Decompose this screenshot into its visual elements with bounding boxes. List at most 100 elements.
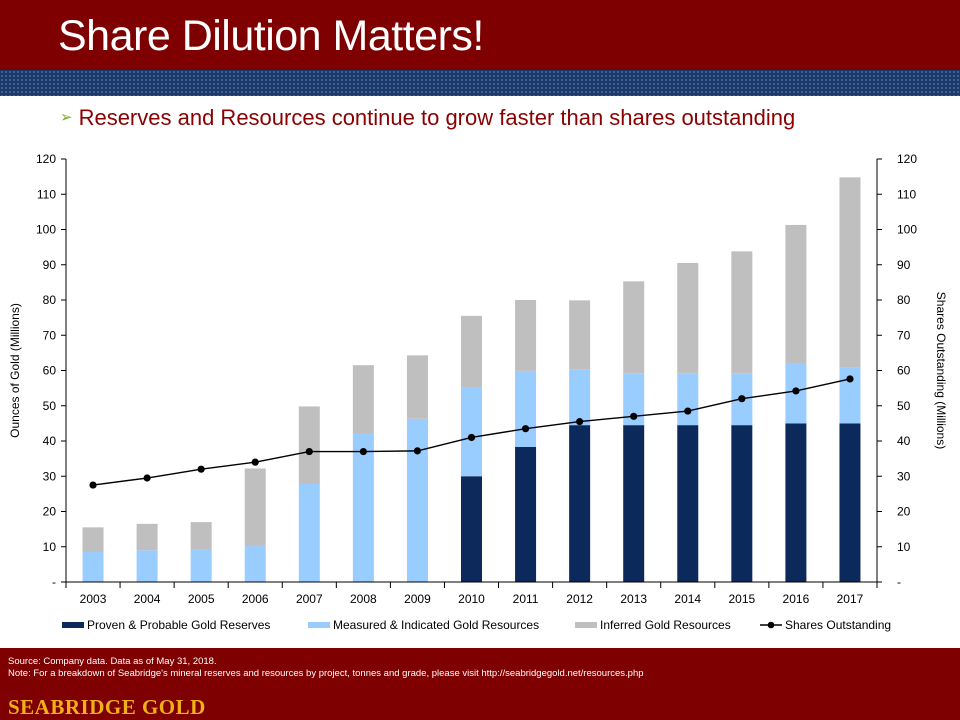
bar-segment <box>623 373 645 426</box>
left-y-tick-label: - <box>52 575 56 589</box>
x-tick-label: 2017 <box>837 592 864 606</box>
left-y-axis-title: Ounces of Gold (Millions) <box>8 303 22 438</box>
right-y-tick-label: 110 <box>897 187 916 201</box>
bar-segment <box>406 355 428 419</box>
bar-segment <box>190 522 212 550</box>
bar-segment <box>461 315 482 388</box>
legend-marker <box>767 621 775 629</box>
gold-resources-chart: - - 10 10 20 20 30 30 40 40 50 50 60 60 70 70 80 80 90 90 10… <box>8 152 948 632</box>
header-pattern-band <box>0 70 960 96</box>
left-y-tick-label: 10 <box>43 540 57 554</box>
bar-segment <box>515 370 537 447</box>
left-y-tick-label: 110 <box>37 187 56 201</box>
bar-segment <box>136 523 158 551</box>
bar-segment <box>677 262 699 374</box>
shares-outstanding-point <box>684 407 692 415</box>
legend-swatch <box>308 622 330 628</box>
bar-segment <box>569 369 591 426</box>
right-y-tick-label: - <box>897 575 901 589</box>
right-y-tick-label: 80 <box>897 293 911 307</box>
footer-bar: Source: Company data. Data as of May 31,… <box>0 648 960 720</box>
x-tick-label: 2012 <box>566 592 593 606</box>
shares-outstanding-point <box>305 447 313 456</box>
x-tick-label: 2008 <box>350 592 377 606</box>
legend-label: Shares Outstanding <box>785 618 891 632</box>
right-y-tick-label: 30 <box>897 469 911 483</box>
bar-segment <box>352 433 374 582</box>
left-y-tick-label: 20 <box>43 505 57 519</box>
breakdown-note: Note: For a breakdown of Seabridge's min… <box>8 668 644 679</box>
legend-label: Inferred Gold Resources <box>600 618 731 632</box>
bar-segment <box>677 425 699 582</box>
left-y-tick-label: 60 <box>43 364 57 378</box>
bar-segment <box>298 406 320 485</box>
legend-label: Proven & Probable Gold Reserves <box>87 618 270 632</box>
bar-segment <box>461 387 482 477</box>
bar-segment <box>623 281 645 374</box>
subtitle-row: ➢ Reserves and Resources continue to grow… <box>60 104 795 132</box>
slide-title: Share Dilution Matters! <box>58 12 484 60</box>
x-tick-label: 2013 <box>620 592 647 606</box>
bar-segment <box>677 373 699 426</box>
right-y-tick-label: 10 <box>897 540 911 554</box>
left-y-tick-label: 30 <box>43 469 57 483</box>
shares-outstanding-point <box>251 458 259 466</box>
x-tick-label: 2011 <box>513 592 539 606</box>
bar-segment <box>82 552 104 582</box>
x-tick-label: 2014 <box>674 592 701 606</box>
bar-segment <box>82 527 104 553</box>
bar-segment <box>352 365 374 434</box>
shares-outstanding-point <box>413 447 422 455</box>
x-tick-label: 2010 <box>458 592 485 606</box>
shares-outstanding-point <box>143 474 151 482</box>
shares-outstanding-point <box>846 375 854 383</box>
bar-segment <box>136 550 158 582</box>
right-y-axis-title: Shares Outstanding (Millions) <box>934 292 948 449</box>
x-tick-label: 2006 <box>242 592 269 606</box>
x-tick-label: 2015 <box>728 592 755 606</box>
shares-outstanding-point <box>576 418 584 426</box>
x-tick-label: 2009 <box>404 592 431 606</box>
right-y-tick-label: 120 <box>897 152 917 166</box>
right-y-tick-label: 60 <box>897 364 911 378</box>
x-tick-label: 2004 <box>134 592 161 606</box>
legend-swatch <box>62 622 84 628</box>
right-y-tick-label: 70 <box>897 328 911 342</box>
title-bar: Share Dilution Matters! <box>0 0 960 70</box>
x-tick-label: 2003 <box>80 592 107 606</box>
slide-subtitle: Reserves and Resources continue to grow … <box>78 105 796 130</box>
bar-segment <box>569 425 591 582</box>
left-y-tick-label: 80 <box>43 293 57 307</box>
bar-segment <box>298 484 320 582</box>
bullet-arrow-icon: ➢ <box>60 109 73 126</box>
right-y-tick-label: 90 <box>897 258 911 272</box>
bar-segment <box>244 546 266 582</box>
bar-segment <box>623 425 645 582</box>
bar-segment <box>785 423 807 582</box>
shares-outstanding-point <box>467 433 476 442</box>
seabridge-gold-logo: SEABRIDGE GOLD <box>8 695 206 719</box>
bar-segment <box>190 549 212 582</box>
right-y-tick-label: 50 <box>897 399 911 413</box>
left-y-tick-label: 70 <box>43 328 57 342</box>
bar-segment <box>731 251 753 374</box>
bar-segment <box>839 367 861 424</box>
legend-swatch <box>575 622 597 628</box>
bar-segment <box>569 300 591 370</box>
left-y-tick-label: 120 <box>36 152 56 166</box>
x-tick-label: 2016 <box>783 592 810 606</box>
bar-segment <box>731 425 753 582</box>
bar-segment <box>461 476 482 582</box>
shares-outstanding-point <box>359 447 367 456</box>
bar-segment <box>406 418 428 582</box>
shares-outstanding-point <box>197 465 205 473</box>
shares-outstanding-point <box>738 395 746 403</box>
legend-label: Measured & Indicated Gold Resources <box>333 618 539 632</box>
bar-segment <box>244 468 266 547</box>
bar-segment <box>515 300 537 371</box>
left-y-tick-label: 100 <box>36 223 56 237</box>
left-y-tick-label: 50 <box>43 399 57 413</box>
bar-segment <box>785 224 807 364</box>
bar-segment <box>839 423 861 582</box>
left-y-tick-label: 90 <box>43 258 57 272</box>
